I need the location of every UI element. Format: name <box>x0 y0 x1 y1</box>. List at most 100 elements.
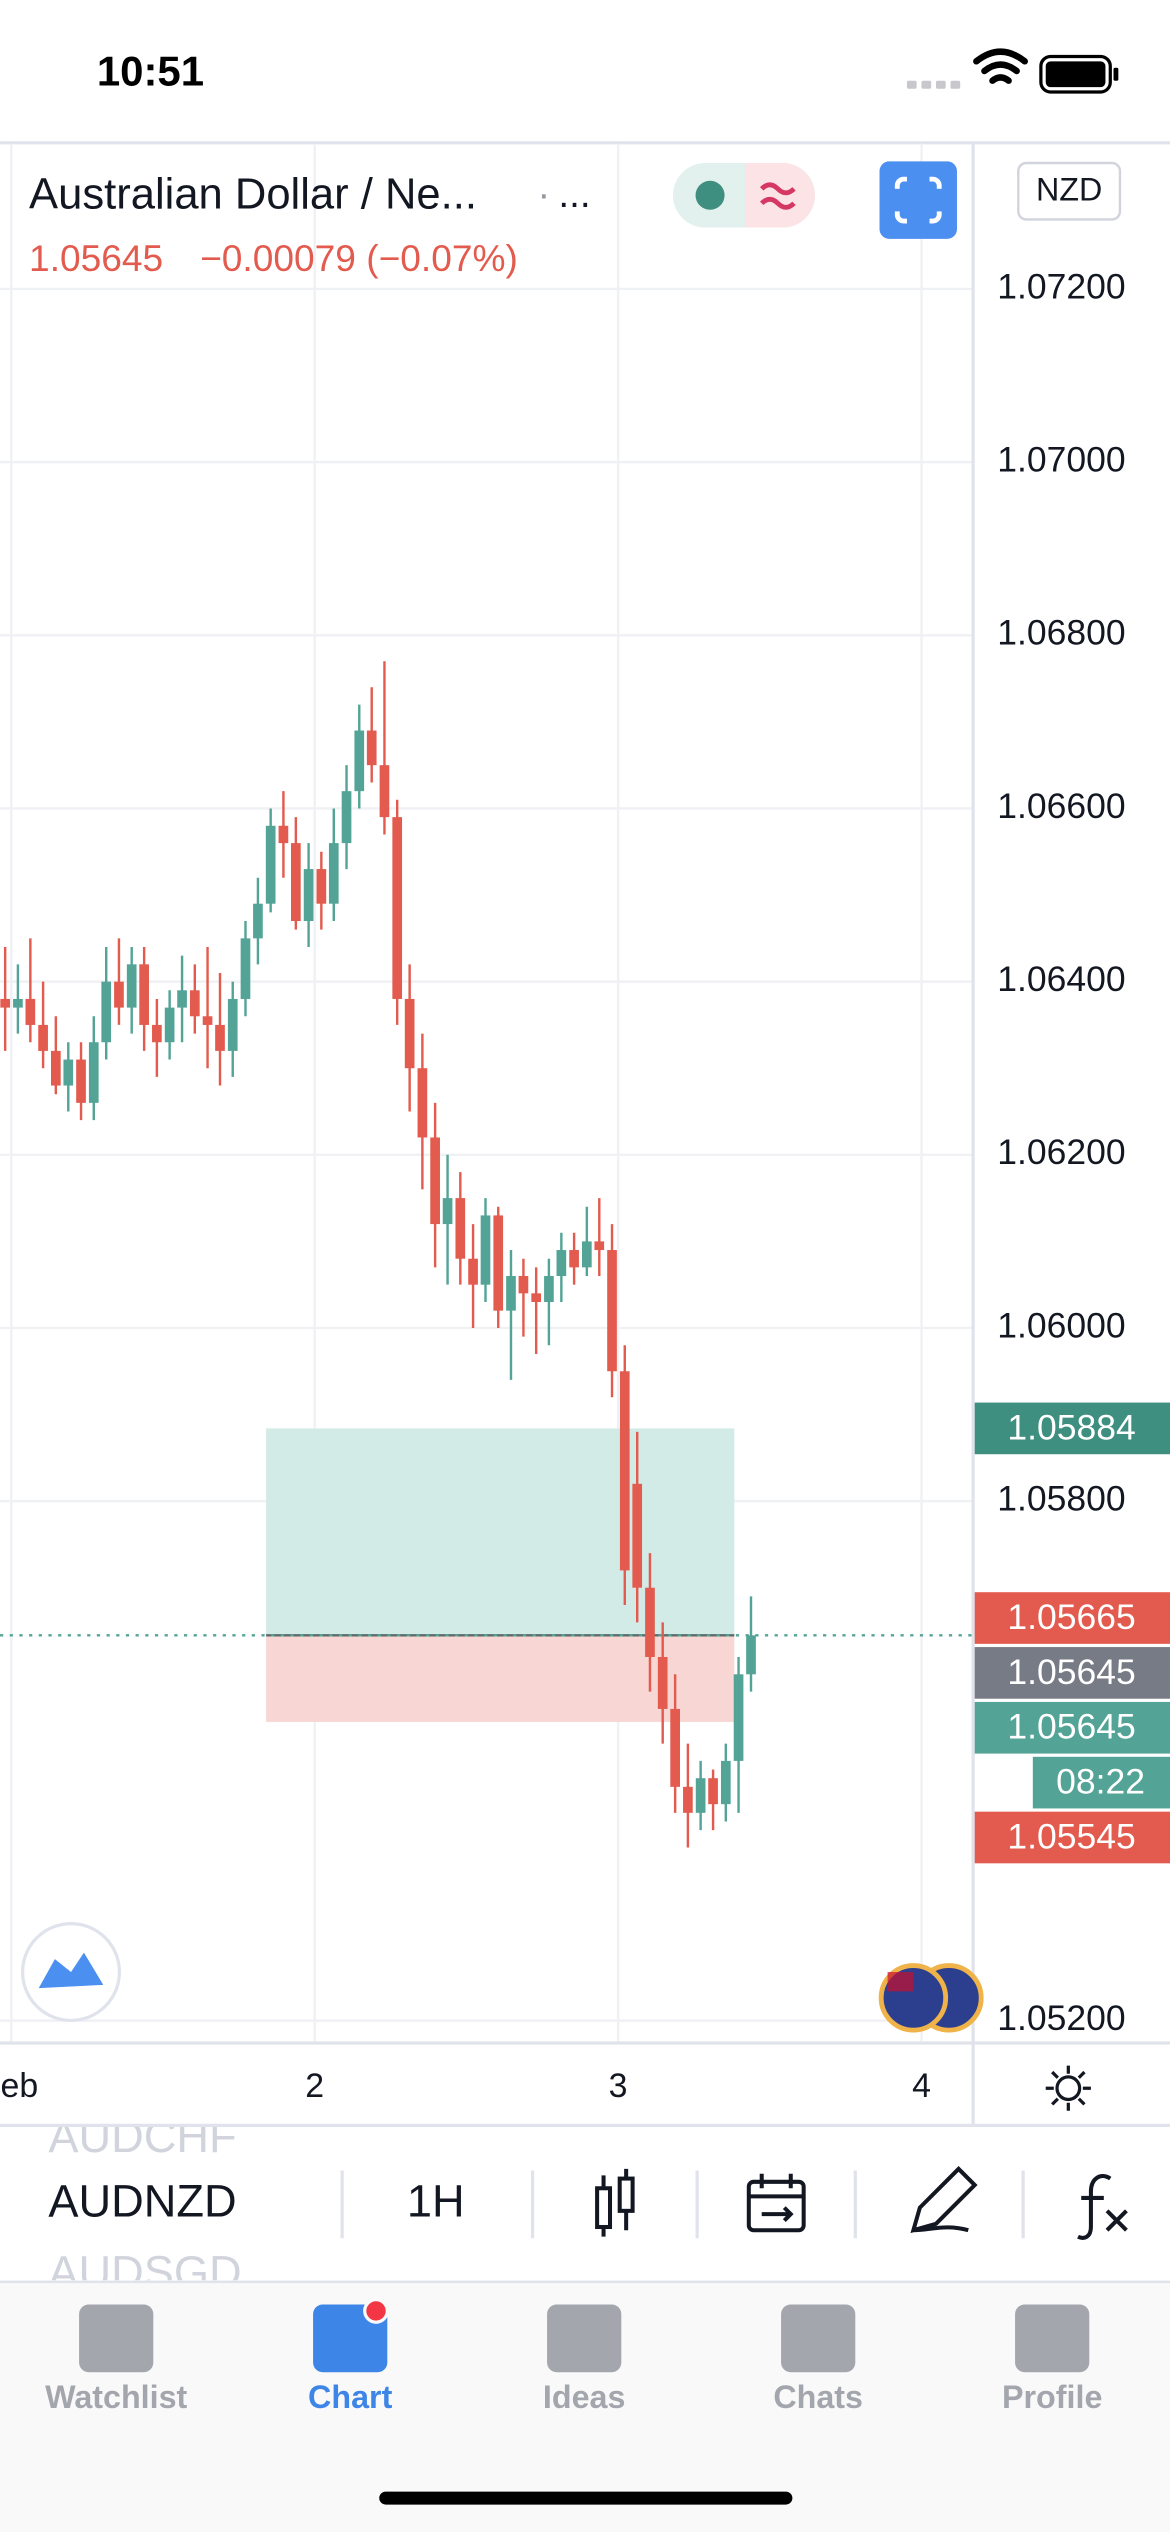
y-tick-label: 1.06600 <box>997 786 1125 826</box>
candle-body <box>468 1258 478 1285</box>
candle-body <box>518 1276 529 1294</box>
logo-button[interactable] <box>20 1921 122 2023</box>
candle-body <box>50 1050 61 1086</box>
toolbar-dividers <box>340 2170 1025 2239</box>
x-tick-label: eb <box>1 2067 39 2105</box>
chart-type-button[interactable] <box>595 2168 635 2237</box>
candle-body <box>0 998 11 1008</box>
price-label: 1.05884 <box>1007 1407 1135 1447</box>
y-tick-label: 1.06000 <box>997 1305 1125 1345</box>
candle-body <box>215 1024 225 1051</box>
fullscreen-button[interactable] <box>879 161 957 239</box>
date-range-button[interactable] <box>746 2173 806 2233</box>
symbol-prev[interactable]: AUDCHF <box>48 2111 236 2162</box>
tab-label[interactable]: Chats <box>773 2379 863 2415</box>
candle-body <box>683 1786 693 1813</box>
candle-body <box>556 1250 567 1277</box>
candle-body <box>619 1371 630 1571</box>
tab-icon[interactable] <box>547 2304 622 2373</box>
candle-body <box>607 1250 617 1372</box>
tab-label[interactable]: Chart <box>308 2379 393 2415</box>
candle-body <box>189 990 200 1017</box>
candle-body <box>177 990 187 1008</box>
candle-body <box>328 843 339 904</box>
last-price: 1.05645 <box>29 237 163 279</box>
home-indicator <box>379 2491 793 2505</box>
profit-zone <box>266 1428 735 1636</box>
candle-body <box>114 981 124 1008</box>
candle-body <box>265 825 276 904</box>
candle-body <box>76 1059 86 1103</box>
candle-body <box>278 825 289 844</box>
price-label-box <box>973 1592 1170 1644</box>
candle-body <box>670 1708 680 1787</box>
chart-layer: 1.07200 1.07000 1.06800 1.06600 1.06400 1.062… <box>0 143 1170 2105</box>
tab-icon[interactable] <box>781 2304 856 2373</box>
candle-body <box>38 1024 48 1051</box>
notification-dot <box>363 2298 389 2324</box>
market-status-toggle[interactable] <box>672 162 815 228</box>
tab-items: Watchlist Chart Ideas Chats Profile <box>45 2298 1102 2416</box>
price-label-box <box>973 1402 1170 1455</box>
candle-body <box>25 998 36 1025</box>
candle-body <box>582 1241 592 1268</box>
price-label: 08:22 <box>1056 1762 1145 1802</box>
price-label: 1.05645 <box>1007 1707 1135 1747</box>
y-tick-label: 1.07200 <box>997 266 1125 306</box>
symbol-current[interactable]: AUDNZD <box>48 2175 236 2226</box>
candle-body <box>139 964 149 1025</box>
candle-body <box>316 869 327 904</box>
candle-body <box>746 1635 756 1675</box>
settings-icon[interactable] <box>1045 2065 1091 2111</box>
tab-label[interactable]: Profile <box>1002 2379 1102 2415</box>
candle-body <box>291 843 301 922</box>
wifi-icon <box>973 48 1028 84</box>
price-label-box <box>973 1811 1170 1864</box>
y-tick-label: 1.06400 <box>997 959 1125 999</box>
candle-body <box>544 1276 554 1302</box>
tab[interactable]: Profile <box>1002 2304 1102 2415</box>
price-change: −0.00079 (−0.07%) <box>200 237 518 279</box>
candle-body <box>404 998 415 1069</box>
candle-body <box>442 1198 453 1225</box>
tab-icon[interactable] <box>1015 2304 1090 2373</box>
candle-body <box>695 1778 706 1813</box>
candle-body <box>506 1276 516 1311</box>
candle-body <box>480 1215 491 1285</box>
candle-body <box>366 730 377 766</box>
drawing-button[interactable] <box>910 2166 978 2234</box>
price-label-box <box>973 1647 1170 1699</box>
interval-button[interactable]: 1H <box>407 2175 465 2226</box>
candle-body <box>708 1778 718 1805</box>
candle-body <box>101 981 112 1043</box>
currency-label[interactable]: NZD <box>1036 172 1102 208</box>
candle-body <box>354 730 365 792</box>
signal-icon <box>906 80 961 89</box>
tab[interactable]: Ideas <box>543 2304 626 2415</box>
candle-body <box>227 998 238 1051</box>
candle-body <box>430 1137 440 1225</box>
candle-body <box>341 791 352 844</box>
tab[interactable]: Watchlist <box>45 2304 188 2415</box>
indicators-button[interactable] <box>1077 2174 1128 2240</box>
symbol-next[interactable]: AUDSGD <box>48 2246 241 2297</box>
candle-body <box>152 1024 162 1043</box>
x-tick-label: 2 <box>305 2067 324 2105</box>
candle-body <box>13 998 23 1008</box>
y-tick-label: 1.07000 <box>997 440 1125 480</box>
candle-body <box>202 1016 213 1025</box>
tab-label[interactable]: Watchlist <box>45 2379 187 2415</box>
symbol-title[interactable]: Australian Dollar / Ne... <box>29 170 477 218</box>
tab[interactable]: Chats <box>773 2304 863 2415</box>
title-more[interactable]: ... <box>558 173 590 216</box>
candle-body <box>417 1068 428 1138</box>
tab-icon[interactable] <box>79 2304 154 2373</box>
candle-body <box>240 938 251 999</box>
tab-label[interactable]: Ideas <box>543 2379 626 2415</box>
y-tick-label: 1.05200 <box>997 1998 1125 2038</box>
candle-body <box>455 1198 466 1259</box>
tab[interactable]: Chart <box>308 2298 393 2416</box>
candle-body <box>379 765 390 818</box>
currency-button[interactable] <box>1017 161 1122 221</box>
x-tick-label: 4 <box>912 2067 931 2105</box>
